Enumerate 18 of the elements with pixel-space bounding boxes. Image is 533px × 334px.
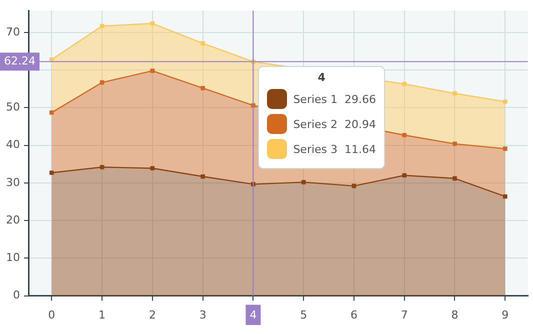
x-tick-label: 2 xyxy=(148,308,156,322)
x-tick-label: 6 xyxy=(350,308,358,322)
x-tick-label: 5 xyxy=(300,308,308,322)
y-tick-label: 10 xyxy=(6,251,20,264)
x-tick-label: 8 xyxy=(451,308,458,322)
x-tick-label: 4 xyxy=(250,308,257,322)
x-tick-label: 3 xyxy=(199,308,206,322)
ref-line-label: 62.24 xyxy=(4,54,36,68)
x-tick-label: 9 xyxy=(502,308,509,322)
y-tick-label: 20 xyxy=(6,213,20,226)
y-tick-label: 0 xyxy=(12,288,20,302)
x-tick-label: 1 xyxy=(98,308,106,322)
x-tick-label: 0 xyxy=(48,308,56,322)
y-tick-label: 50 xyxy=(6,100,20,114)
x-tick-label: 7 xyxy=(400,308,408,322)
y-tick-label: 70 xyxy=(6,25,20,38)
y-tick-label: 40 xyxy=(6,138,20,152)
y-tick-label: 30 xyxy=(6,176,20,189)
